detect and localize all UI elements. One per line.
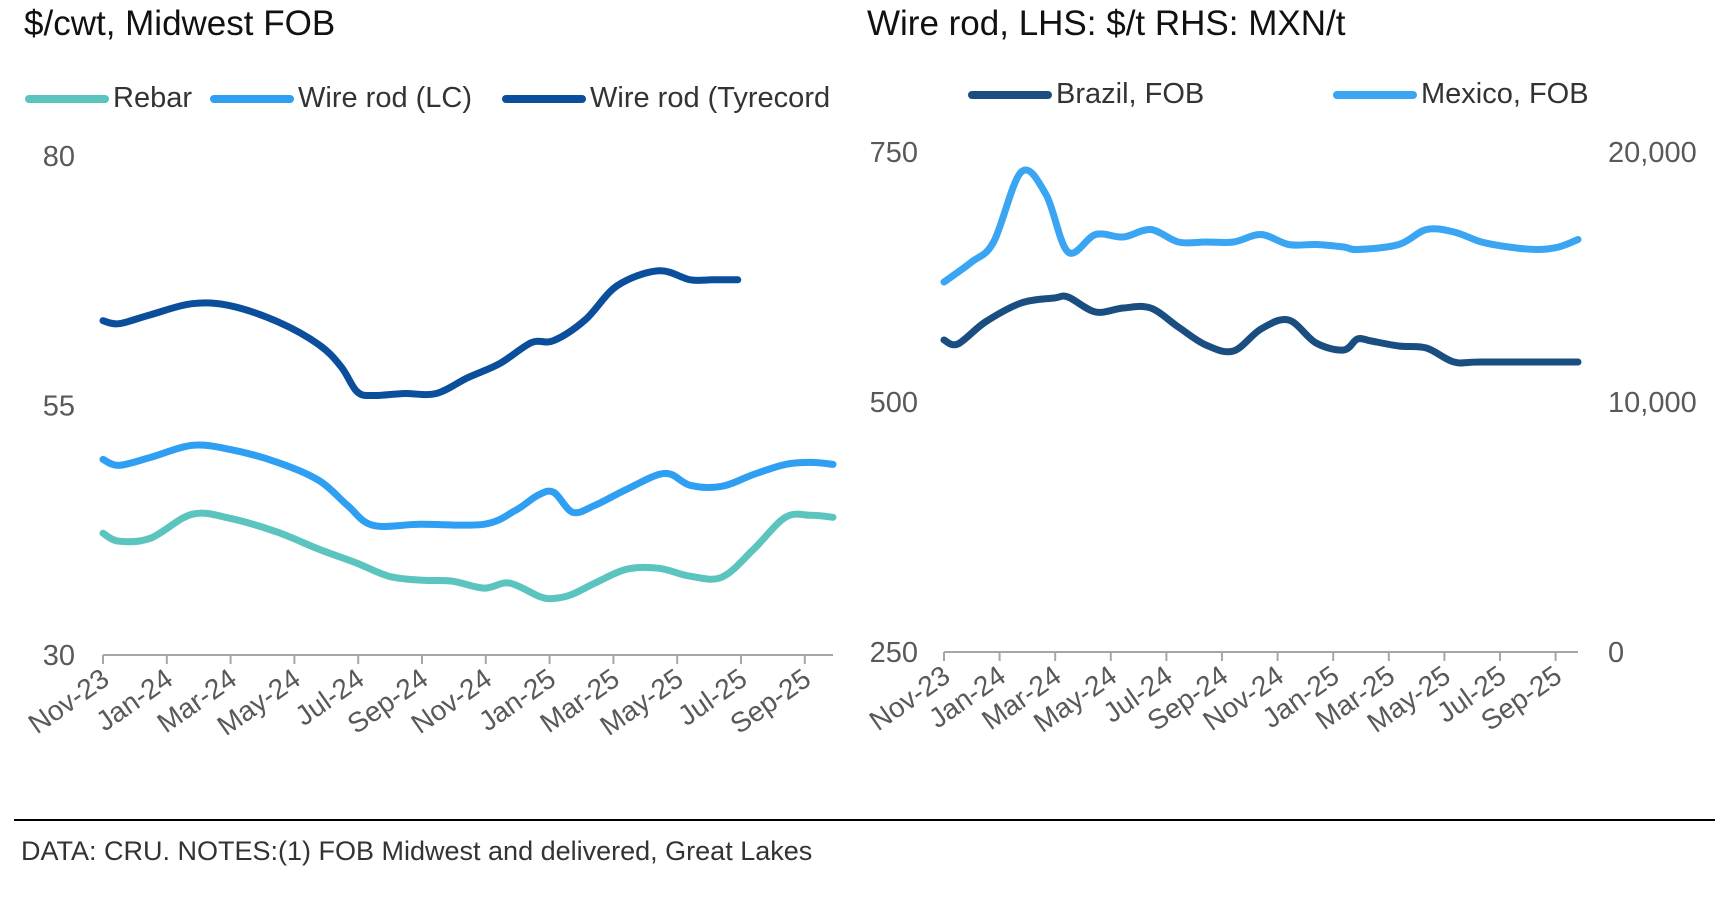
legend-label-rebar: Rebar	[113, 82, 192, 114]
chart2-y-tick-label: 750	[870, 137, 918, 169]
chart2-y2-tick-label: 0	[1608, 637, 1624, 669]
chart1-y-tick-label: 80	[43, 141, 75, 173]
legend-swatch-wire-rod-tyrecord	[502, 94, 586, 103]
chart1-series-line-wire-rod-lc	[99, 441, 837, 530]
legend-item-wire-rod-tyrecord: Wire rod (Tyrecord	[502, 82, 830, 115]
footer-note: DATA: CRU. NOTES:(1) FOB Midwest and del…	[21, 836, 813, 866]
legend-swatch-brazil-fob	[968, 90, 1052, 99]
legend-label-wire-rod-tyrecord: Wire rod (Tyrecord	[590, 82, 831, 114]
legend-item-wire-rod-lc: Wire rod (LC)	[210, 82, 472, 115]
legend-item-brazil-fob: Brazil, FOB	[968, 78, 1204, 111]
chart1-y-tick-label: 30	[43, 640, 75, 672]
left-chart-title: $/cwt, Midwest FOB	[24, 4, 336, 43]
legend-label-wire-rod-lc: Wire rod (LC)	[298, 82, 473, 114]
chart2-series-line-mexico-fob	[940, 166, 1582, 286]
chart1-y-tick-label: 55	[43, 391, 75, 423]
legend-swatch-mexico-fob	[1333, 90, 1417, 99]
chart1-series-line-rebar	[99, 509, 837, 603]
chart2-y2-tick-label: 10,000	[1608, 387, 1697, 419]
chart2-y2-tick-label: 20,000	[1608, 137, 1697, 169]
chart2-y-tick-label: 250	[870, 637, 918, 669]
right-chart-title: Wire rod, LHS: $/t RHS: MXN/t	[867, 4, 1346, 43]
footer-divider	[14, 819, 1715, 821]
legend-item-rebar: Rebar	[25, 82, 192, 115]
legend-label-mexico-fob: Mexico, FOB	[1421, 78, 1589, 110]
legend-swatch-wire-rod-lc	[210, 94, 294, 103]
chart1-series-line-wire-rod-tyrecord	[99, 267, 742, 400]
chart2-y-tick-label: 500	[870, 387, 918, 419]
legend-label-brazil-fob: Brazil, FOB	[1056, 78, 1205, 110]
chart2-series-line-brazil-fob	[940, 292, 1582, 367]
legend-swatch-rebar	[25, 94, 109, 103]
legend-item-mexico-fob: Mexico, FOB	[1333, 78, 1589, 111]
